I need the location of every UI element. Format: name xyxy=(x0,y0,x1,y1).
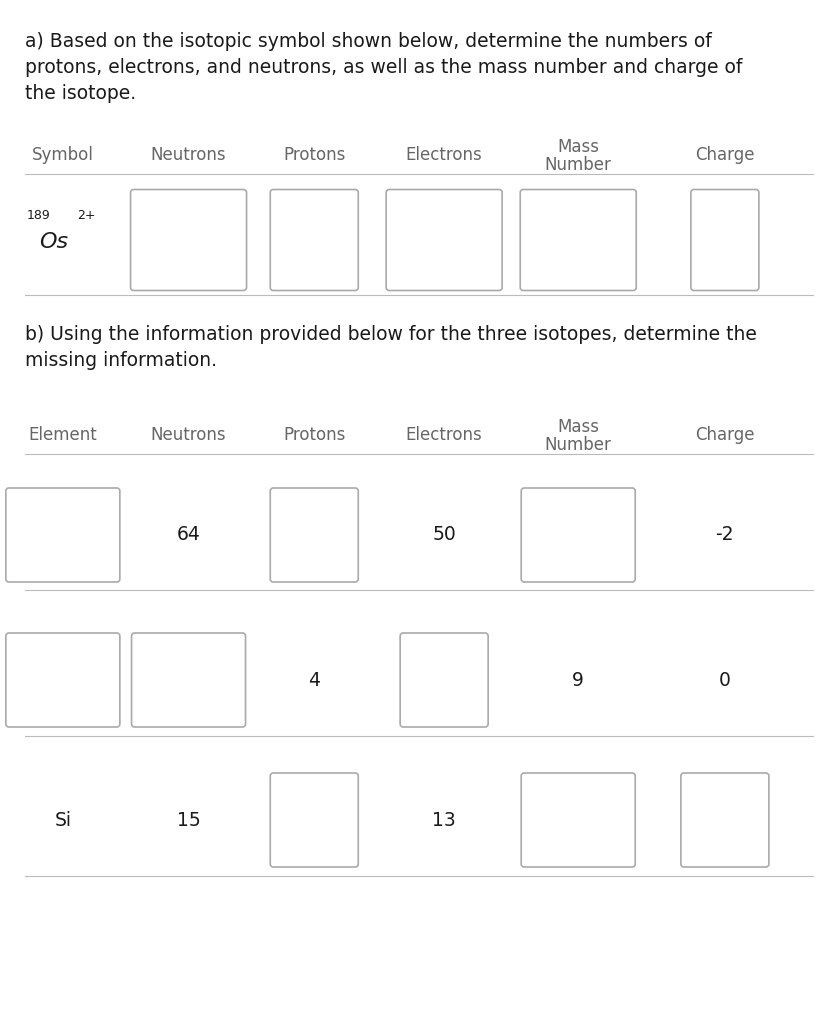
Text: Electrons: Electrons xyxy=(406,426,483,444)
FancyBboxPatch shape xyxy=(680,773,769,867)
Text: Number: Number xyxy=(545,436,612,454)
Text: Neutrons: Neutrons xyxy=(151,146,226,164)
Text: Mass: Mass xyxy=(557,138,599,156)
FancyBboxPatch shape xyxy=(521,488,635,582)
Text: b) Using the information provided below for the three isotopes, determine the: b) Using the information provided below … xyxy=(25,325,757,344)
Text: a) Based on the isotopic symbol shown below, determine the numbers of: a) Based on the isotopic symbol shown be… xyxy=(25,32,711,51)
Text: 50: 50 xyxy=(432,525,456,545)
Text: Protons: Protons xyxy=(283,426,345,444)
Text: Number: Number xyxy=(545,156,612,174)
Text: the isotope.: the isotope. xyxy=(25,84,136,103)
FancyBboxPatch shape xyxy=(520,189,636,291)
FancyBboxPatch shape xyxy=(270,189,359,291)
Text: Os: Os xyxy=(39,232,68,252)
FancyBboxPatch shape xyxy=(131,189,246,291)
Text: 2+: 2+ xyxy=(77,209,96,222)
Text: 64: 64 xyxy=(177,525,200,545)
Text: 4: 4 xyxy=(308,671,320,689)
FancyBboxPatch shape xyxy=(6,488,120,582)
FancyBboxPatch shape xyxy=(386,189,502,291)
Text: 9: 9 xyxy=(572,671,584,689)
Text: 0: 0 xyxy=(719,671,731,689)
Text: Charge: Charge xyxy=(695,426,755,444)
Text: -2: -2 xyxy=(716,525,734,545)
Text: 15: 15 xyxy=(177,811,200,829)
FancyBboxPatch shape xyxy=(521,773,635,867)
FancyBboxPatch shape xyxy=(270,488,359,582)
Text: protons, electrons, and neutrons, as well as the mass number and charge of: protons, electrons, and neutrons, as wel… xyxy=(25,58,742,77)
FancyBboxPatch shape xyxy=(691,189,759,291)
Text: Element: Element xyxy=(28,426,97,444)
Text: missing information.: missing information. xyxy=(25,351,217,370)
FancyBboxPatch shape xyxy=(6,633,120,727)
Text: Mass: Mass xyxy=(557,418,599,436)
Text: Charge: Charge xyxy=(695,146,755,164)
FancyBboxPatch shape xyxy=(400,633,489,727)
FancyBboxPatch shape xyxy=(270,773,359,867)
Text: Protons: Protons xyxy=(283,146,345,164)
Text: Si: Si xyxy=(54,811,71,829)
Text: Symbol: Symbol xyxy=(32,146,94,164)
Text: 189: 189 xyxy=(27,209,51,222)
FancyBboxPatch shape xyxy=(132,633,246,727)
Text: Electrons: Electrons xyxy=(406,146,483,164)
Text: 13: 13 xyxy=(432,811,456,829)
Text: Neutrons: Neutrons xyxy=(151,426,226,444)
